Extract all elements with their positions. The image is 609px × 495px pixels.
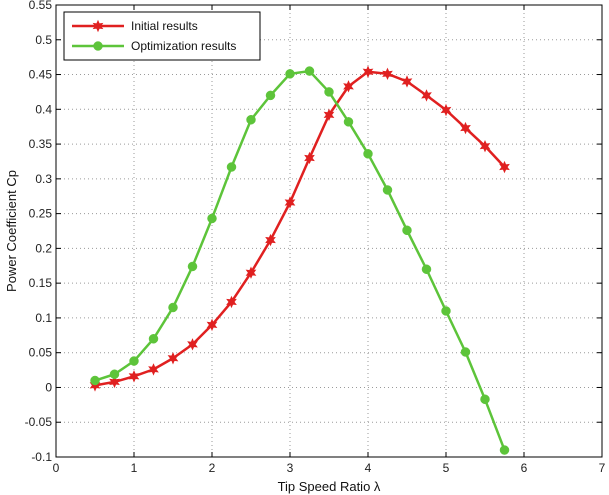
x-tick-label: 0 xyxy=(53,461,60,475)
data-point xyxy=(363,149,373,159)
x-tick-label: 4 xyxy=(365,461,372,475)
data-point xyxy=(89,379,101,392)
data-point xyxy=(207,213,217,224)
data-point xyxy=(382,67,393,81)
series-initial xyxy=(89,65,510,392)
x-tick-label: 7 xyxy=(599,461,606,475)
data-point xyxy=(167,352,179,365)
x-tick-label: 2 xyxy=(209,461,216,475)
y-tick-label: 0.35 xyxy=(29,137,53,151)
data-point xyxy=(284,196,296,209)
data-point xyxy=(499,445,510,455)
series-line xyxy=(93,69,506,452)
y-tick-label: 0.25 xyxy=(29,207,53,221)
legend-marker-initial xyxy=(92,19,104,33)
ticks xyxy=(55,4,603,458)
legend-label-optimization: Optimization results xyxy=(131,39,236,53)
plot-area xyxy=(56,5,602,457)
x-tick-label: 5 xyxy=(443,461,450,475)
x-tick-label: 6 xyxy=(521,461,528,475)
data-point xyxy=(440,103,452,117)
series-line xyxy=(93,70,506,387)
data-point xyxy=(226,162,237,172)
data-point xyxy=(168,302,178,313)
data-point xyxy=(401,75,413,88)
y-tick-label: 0.3 xyxy=(35,172,52,186)
x-axis-label: Tip Speed Ratio λ xyxy=(278,479,381,494)
y-tick-label: 0.05 xyxy=(29,346,53,360)
y-tick-label: 0.55 xyxy=(29,0,53,12)
legend-label-initial: Initial results xyxy=(131,19,198,33)
data-point xyxy=(109,369,120,379)
data-point xyxy=(129,356,139,366)
plot-frame xyxy=(55,4,603,458)
legend: Initial results Optimization results xyxy=(63,11,261,61)
data-point xyxy=(187,338,198,351)
data-point xyxy=(226,295,237,309)
data-point xyxy=(265,233,276,247)
tick-labels: 0 1 2 3 4 5 6 7 -0.1 -0.05 0 0.05 0.1 0.15 0.2 0.25 0.3 0… xyxy=(25,0,606,475)
y-tick-label: 0 xyxy=(45,380,52,394)
data-point xyxy=(148,363,159,376)
legend-box xyxy=(63,11,261,61)
data-point xyxy=(206,318,218,332)
y-tick-label: 0.45 xyxy=(29,68,53,82)
y-tick-label: -0.1 xyxy=(31,450,52,464)
data-point xyxy=(421,89,432,102)
y-tick-label: 0.2 xyxy=(35,241,52,255)
data-point xyxy=(109,375,120,389)
data-point xyxy=(460,347,471,357)
data-point xyxy=(246,114,256,125)
data-point xyxy=(480,394,490,405)
data-point xyxy=(402,225,412,236)
x-tick-label: 1 xyxy=(131,461,138,475)
plot-lines xyxy=(89,65,510,455)
data-point xyxy=(90,375,100,386)
data-point xyxy=(460,121,471,135)
series-optimization xyxy=(90,66,510,455)
data-point xyxy=(285,69,295,79)
data-point xyxy=(343,117,354,127)
data-point xyxy=(343,80,354,93)
data-point xyxy=(304,151,315,165)
data-point xyxy=(323,108,335,122)
legend-marker-optimization xyxy=(93,41,103,51)
data-point xyxy=(265,90,276,101)
y-tick-label: 0.5 xyxy=(35,33,52,47)
x-tick-label: 3 xyxy=(287,461,294,475)
y-tick-label: -0.05 xyxy=(25,415,53,429)
data-point xyxy=(304,66,315,76)
data-point xyxy=(128,370,140,383)
data-point xyxy=(499,160,510,174)
data-point xyxy=(479,139,491,153)
data-point xyxy=(421,264,432,274)
y-tick-label: 0.1 xyxy=(35,311,52,325)
y-axis-label: Power Coefficient Cp xyxy=(4,170,19,292)
data-point xyxy=(245,266,257,279)
data-point xyxy=(324,87,334,97)
data-point xyxy=(187,261,198,272)
data-point xyxy=(441,306,451,316)
y-tick-label: 0.15 xyxy=(29,276,53,290)
data-point xyxy=(148,334,159,344)
data-point xyxy=(362,65,374,78)
y-tick-label: 0.4 xyxy=(35,102,52,116)
data-point xyxy=(382,185,393,195)
